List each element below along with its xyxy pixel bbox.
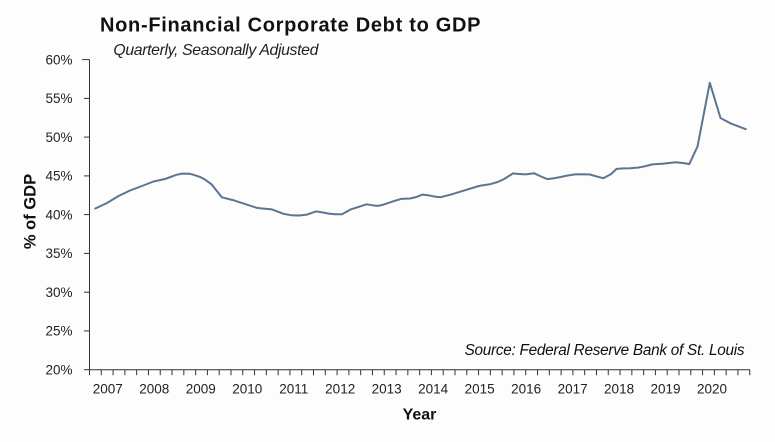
svg-text:55%: 55% xyxy=(45,91,72,106)
svg-text:2019: 2019 xyxy=(651,382,681,397)
svg-text:2018: 2018 xyxy=(604,382,634,397)
svg-text:30%: 30% xyxy=(45,285,72,300)
svg-text:Quarterly, Seasonally Adjusted: Quarterly, Seasonally Adjusted xyxy=(113,42,319,59)
svg-text:2008: 2008 xyxy=(139,382,169,397)
svg-text:2013: 2013 xyxy=(372,382,402,397)
svg-text:2014: 2014 xyxy=(418,382,449,397)
svg-text:25%: 25% xyxy=(45,324,72,339)
svg-text:2007: 2007 xyxy=(93,382,123,397)
svg-text:2015: 2015 xyxy=(465,382,495,397)
svg-text:Non-Financial Corporate Debt t: Non-Financial Corporate Debt to GDP xyxy=(100,15,481,37)
svg-text:60%: 60% xyxy=(45,52,72,67)
svg-text:40%: 40% xyxy=(45,207,72,222)
svg-text:2012: 2012 xyxy=(325,382,355,397)
svg-text:% of GDP: % of GDP xyxy=(22,174,40,249)
svg-text:2010: 2010 xyxy=(232,382,262,397)
svg-text:50%: 50% xyxy=(45,130,72,145)
svg-text:2020: 2020 xyxy=(697,382,727,397)
svg-text:Source: Federal Reserve Bank o: Source: Federal Reserve Bank of St. Loui… xyxy=(465,342,745,359)
svg-text:2009: 2009 xyxy=(186,382,216,397)
svg-text:Year: Year xyxy=(403,406,437,423)
svg-text:20%: 20% xyxy=(45,362,72,377)
svg-text:35%: 35% xyxy=(45,246,72,261)
svg-text:2011: 2011 xyxy=(279,382,308,397)
svg-text:2017: 2017 xyxy=(558,382,588,397)
svg-text:45%: 45% xyxy=(45,169,72,184)
svg-text:2016: 2016 xyxy=(511,382,541,397)
